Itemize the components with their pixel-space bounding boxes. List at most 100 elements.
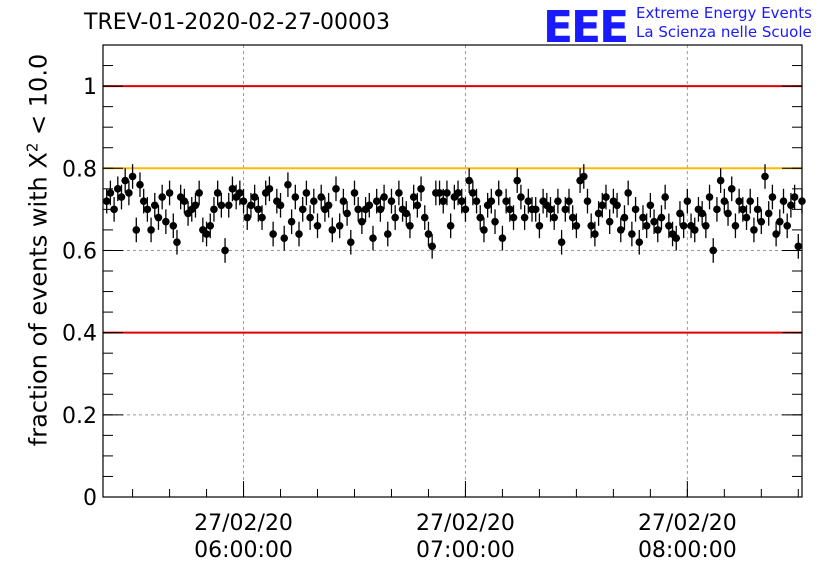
data-point — [343, 209, 351, 218]
x-tick-date: 27/02/20 — [638, 511, 737, 536]
data-point — [509, 213, 518, 222]
data-point — [583, 197, 592, 205]
y-tick-label: 1 — [83, 75, 97, 100]
data-point — [180, 197, 189, 205]
data-point — [154, 213, 163, 222]
data-point — [191, 201, 200, 210]
data-point — [236, 189, 244, 197]
data-point — [465, 176, 473, 185]
data-point — [535, 222, 544, 230]
data-point — [269, 230, 277, 238]
data-point — [794, 242, 803, 251]
data-points — [102, 164, 806, 263]
data-point — [106, 189, 115, 197]
data-point — [676, 209, 684, 218]
data-point — [480, 226, 488, 234]
data-point — [435, 189, 444, 197]
data-point — [616, 226, 625, 234]
data-point — [210, 205, 218, 214]
y-tick-label: 0.8 — [62, 157, 97, 182]
data-point — [657, 213, 666, 222]
data-point — [173, 238, 181, 247]
data-point — [439, 197, 448, 205]
data-point — [472, 197, 481, 205]
data-point — [761, 172, 769, 181]
data-point — [387, 197, 396, 205]
data-point — [716, 176, 725, 185]
axis-ticks — [103, 44, 802, 498]
data-point — [247, 201, 255, 210]
data-point — [624, 189, 632, 197]
data-point — [291, 193, 300, 201]
data-point — [531, 205, 540, 214]
data-point — [165, 189, 174, 197]
data-point — [665, 222, 673, 230]
data-point — [254, 205, 263, 214]
data-point — [776, 217, 784, 226]
eee-logo: EEE — [543, 2, 629, 53]
data-point — [650, 217, 658, 226]
data-point — [783, 222, 792, 230]
chi-exponent: 2 — [23, 142, 42, 153]
data-point — [491, 217, 499, 226]
data-point — [602, 193, 610, 201]
data-point — [446, 222, 455, 230]
data-point — [679, 222, 688, 230]
data-point — [121, 176, 129, 185]
y-tick-labels: 0 0.2 0.4 0.6 0.8 1 — [62, 75, 97, 511]
data-point — [302, 189, 311, 197]
data-point — [132, 226, 141, 234]
y-axis-label-text: fraction of events with — [24, 176, 53, 447]
data-point — [443, 189, 451, 197]
data-point — [276, 201, 285, 210]
data-point — [169, 222, 178, 230]
data-point — [143, 205, 152, 214]
data-point — [147, 226, 155, 234]
data-point — [102, 197, 111, 205]
chart-grid — [103, 45, 802, 498]
data-point — [646, 201, 655, 210]
x-tick-time: 06:00:00 — [194, 538, 293, 563]
data-point — [310, 197, 318, 205]
x-tick-date: 27/02/20 — [416, 511, 515, 536]
data-point — [158, 193, 166, 201]
data-point — [517, 193, 525, 201]
data-point — [317, 193, 326, 201]
data-point — [306, 213, 314, 222]
data-point — [391, 213, 399, 222]
data-point — [579, 172, 588, 181]
data-point — [672, 234, 681, 242]
data-point — [280, 234, 289, 242]
data-point — [372, 197, 381, 205]
data-point — [628, 230, 636, 238]
data-point — [653, 226, 662, 234]
data-point — [383, 230, 392, 238]
data-point — [350, 189, 359, 197]
data-point — [487, 197, 496, 205]
data-point — [702, 222, 710, 230]
x-tick-time: 07:00:00 — [416, 538, 515, 563]
data-point — [772, 230, 780, 238]
data-point — [287, 217, 296, 226]
data-point — [457, 197, 466, 205]
y-tick-label: 0 — [83, 486, 97, 511]
reference-lines — [103, 85, 802, 334]
data-point — [454, 189, 462, 197]
data-point — [572, 222, 581, 230]
data-point — [228, 185, 237, 193]
data-point — [413, 201, 422, 210]
data-point — [424, 230, 433, 238]
data-point — [417, 185, 425, 193]
data-point — [620, 213, 629, 222]
data-point — [690, 226, 699, 234]
data-point — [354, 205, 362, 214]
data-point — [380, 193, 388, 201]
data-point — [239, 197, 248, 205]
data-point — [642, 222, 651, 230]
data-point — [635, 238, 644, 247]
data-point — [554, 197, 562, 205]
data-point — [213, 189, 222, 197]
data-point — [406, 222, 414, 230]
data-point — [520, 213, 529, 222]
data-point — [110, 205, 118, 214]
